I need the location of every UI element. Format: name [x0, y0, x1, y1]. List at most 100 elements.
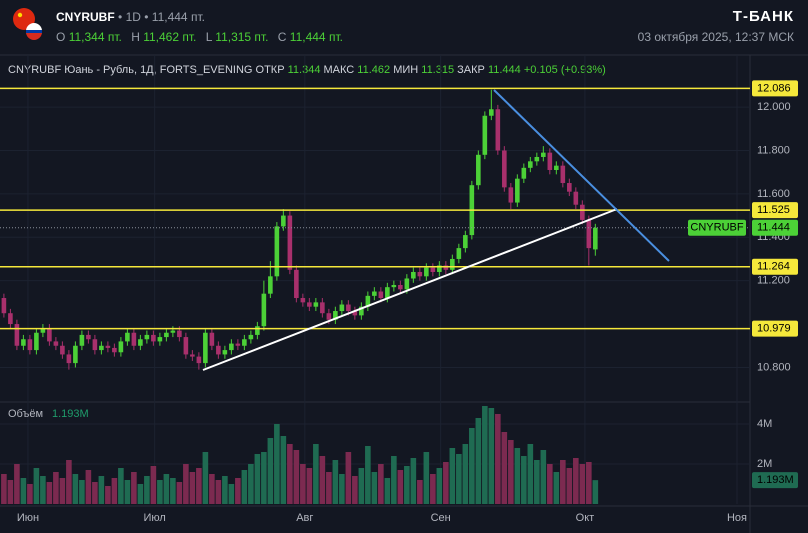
legend-key: МАКС: [323, 64, 355, 76]
volume-bar: [92, 482, 98, 504]
candle-body: [333, 311, 338, 320]
legend-value: 11.344: [287, 64, 321, 76]
volume-bar: [196, 468, 202, 504]
volume-bar: [228, 484, 235, 504]
y-tick-label: 11.800: [757, 144, 790, 156]
interval: 1D: [125, 10, 141, 24]
datetime: 03 октября 2025, 12:37 МСК: [637, 30, 794, 44]
level-tag: [752, 320, 798, 337]
candle-body: [326, 313, 332, 320]
volume-bar: [215, 480, 222, 504]
y-tick-label: 2M: [757, 458, 772, 470]
candle-body: [105, 345, 111, 348]
flag-icon: [13, 8, 42, 40]
candle-body: [8, 313, 13, 325]
volume-bar: [79, 480, 85, 504]
candle-body: [73, 345, 78, 364]
candle-body: [411, 271, 416, 279]
volume-bar: [53, 472, 59, 504]
candle-body: [27, 339, 33, 351]
trend-line: [493, 89, 670, 262]
candle-body: [190, 354, 195, 357]
volume-bar: [397, 470, 404, 504]
volume-bar: [98, 476, 105, 504]
candle-body: [515, 178, 520, 203]
candle-body: [287, 215, 293, 270]
candle-body: [580, 204, 585, 220]
volume-bar: [547, 464, 553, 504]
x-tick-label: Июн: [17, 512, 39, 524]
volume-bar: [248, 464, 254, 504]
candle-body: [21, 339, 26, 346]
candle-body: [235, 343, 241, 346]
level-tag: [752, 80, 798, 97]
volume-bar: [157, 480, 163, 504]
candle-body: [281, 215, 286, 227]
candle-body: [294, 269, 299, 299]
candle-body: [320, 302, 325, 314]
candle-body: [528, 161, 533, 168]
volume-bar: [222, 476, 228, 504]
candle-body: [352, 311, 358, 316]
volume-bar: [592, 480, 599, 504]
candle-body: [209, 332, 215, 346]
volume-bar: [456, 454, 462, 504]
y-tick-label: 11.600: [757, 188, 790, 200]
volume-bar: [423, 452, 430, 504]
candle-body: [157, 337, 163, 342]
candle-body: [170, 330, 176, 333]
volume-bar: [183, 464, 189, 504]
volume-bar: [404, 466, 410, 504]
candle-body: [573, 191, 579, 205]
symbol-tag-label: CNYRUBF: [690, 222, 743, 234]
candle-body: [125, 332, 130, 342]
candle-body: [372, 291, 377, 296]
volume-bar: [501, 432, 508, 504]
volume-bar: [313, 444, 319, 504]
candle-body: [424, 267, 429, 277]
volume-bar: [417, 480, 423, 504]
volume-bar: [391, 456, 397, 504]
volume-bar: [488, 408, 495, 504]
volume-bar: [345, 452, 352, 504]
candle-body: [307, 302, 312, 307]
candle-body: [430, 267, 436, 272]
candle-body: [385, 287, 390, 299]
ohlc-key: L: [205, 30, 212, 44]
candle-body: [177, 330, 182, 338]
brand: Т‑БАНК: [732, 8, 794, 25]
volume-bar: [358, 468, 365, 504]
ohlc-key: C: [277, 30, 287, 44]
volume-bar: [176, 482, 183, 504]
legend: CNYRUBF Юань - Рубль, 1Д, FORTS_EVENING …: [8, 64, 606, 76]
candle-body: [60, 345, 65, 355]
legend-value: 11.444: [487, 64, 521, 76]
candle-body: [34, 332, 39, 351]
candle-body: [164, 332, 169, 338]
candle-body: [151, 334, 156, 342]
volume-bar: [553, 472, 560, 504]
volume-bar: [33, 468, 40, 504]
candle-body: [547, 152, 553, 170]
candle-body: [476, 154, 481, 186]
candle-body: [40, 328, 46, 333]
legend-key: ОТКР: [255, 64, 285, 76]
description: CNYRUBF Юань - Рубль, 1Д, FORTS_EVENING: [8, 64, 253, 76]
volume-bar: [137, 484, 144, 504]
level-label: 10.979: [757, 323, 791, 335]
volume-legend-value: 1.193M: [52, 408, 89, 420]
volume-bar: [430, 474, 436, 504]
candle-body: [118, 341, 124, 353]
candle-body: [391, 285, 397, 288]
candle-body: [138, 339, 143, 346]
candle-body: [586, 219, 592, 249]
trend-line: [202, 208, 618, 371]
candle-body: [554, 165, 559, 170]
candle-body: [398, 285, 403, 290]
volume-bar: [579, 464, 586, 504]
legend-key: МИН: [393, 64, 419, 76]
candle-body: [593, 227, 598, 250]
candle-body: [502, 150, 507, 188]
volume-bar: [118, 468, 124, 504]
candle-body: [268, 276, 273, 294]
